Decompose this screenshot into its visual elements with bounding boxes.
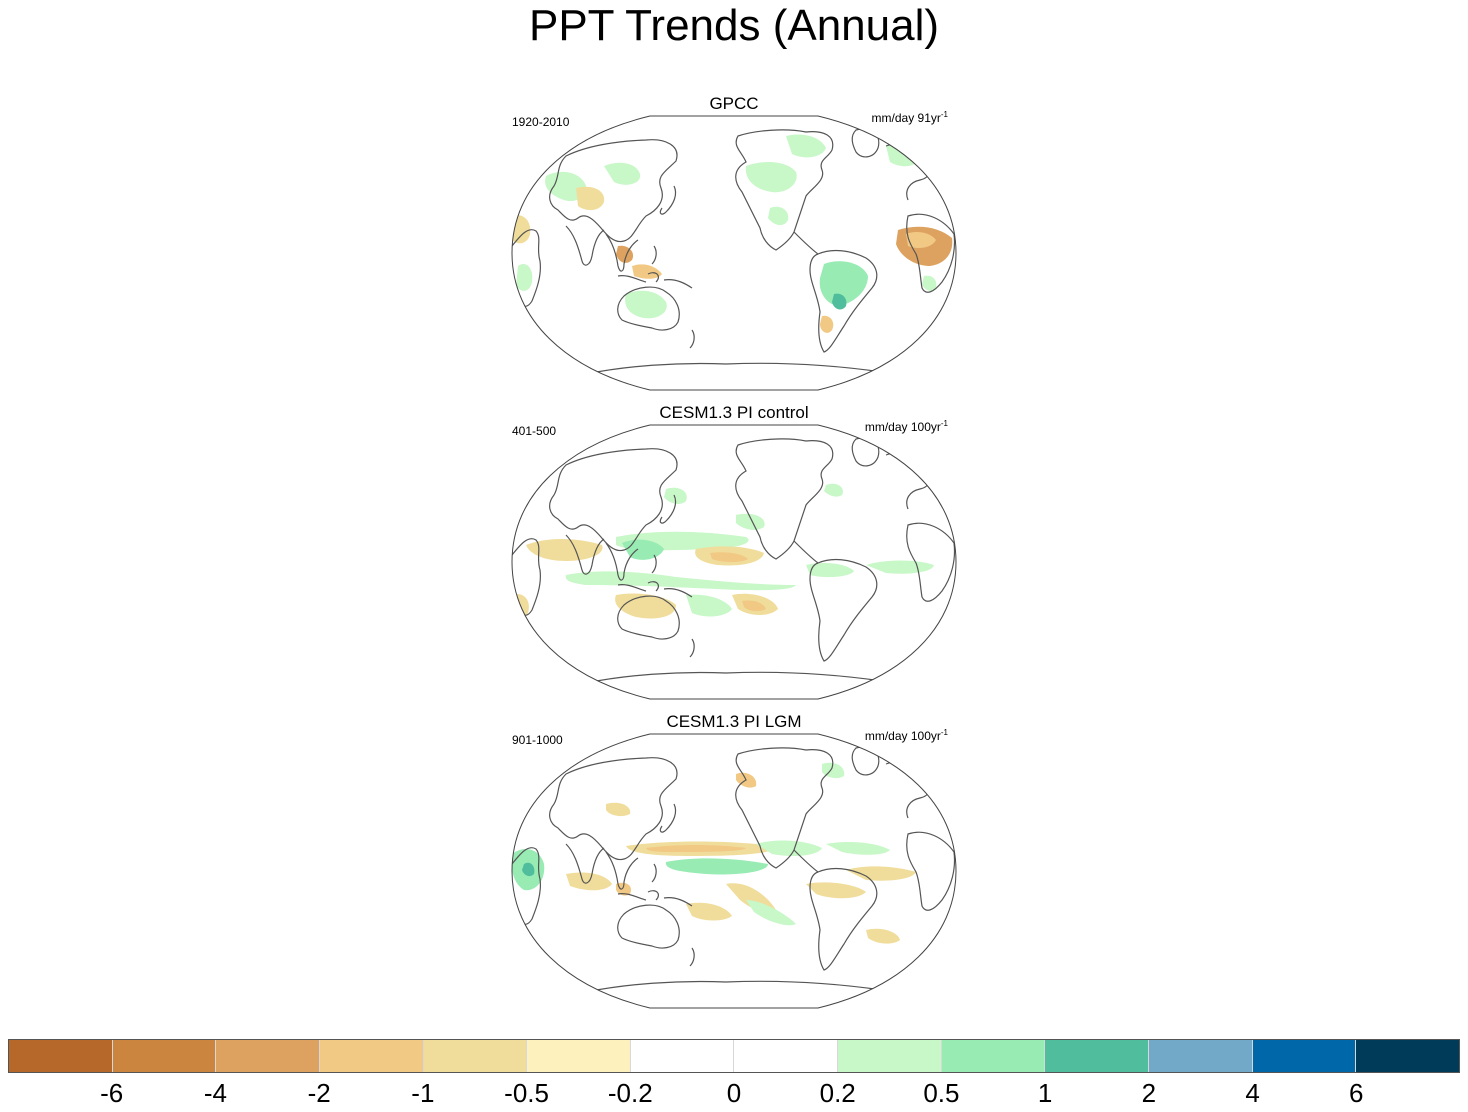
colorbar-swatch: [1252, 1040, 1357, 1072]
colorbar-tick-label: -4: [203, 1078, 227, 1108]
colorbar-swatch: [1045, 1040, 1150, 1072]
colorbar-swatch: [734, 1040, 839, 1072]
colorbar-swatch: [9, 1040, 113, 1072]
colorbar-tick-label: -2: [307, 1078, 331, 1108]
colorbar-swatch: [216, 1040, 320, 1072]
colorbar-swatch: [319, 1040, 424, 1072]
panel-title: CESM1.3 PI control: [659, 403, 809, 422]
colorbar-tick-label: -6: [100, 1078, 124, 1108]
colorbar-swatch: [941, 1040, 1046, 1072]
colorbar-swatch: [112, 1040, 217, 1072]
panel-units: mm/day 91yr-1: [871, 110, 948, 125]
map-panel-pi-control: CESM1.3 PI control 401-500 mm/day 100yr-…: [506, 403, 962, 703]
panel-title: CESM1.3 PI LGM: [666, 712, 802, 731]
panel-title: GPCC: [709, 94, 759, 113]
colorbar-swatch: [527, 1040, 631, 1072]
panel-units: mm/day 100yr-1: [864, 728, 948, 743]
colorbar-labels: -6 -4 -2 -1 -0.5 -0.2 0 0.2 0.5 1 2 4 6: [8, 1078, 1460, 1108]
colorbar-tick-label: 2: [1141, 1078, 1157, 1108]
colorbar-swatch: [423, 1040, 528, 1072]
panel-period: 1920-2010: [512, 115, 570, 129]
colorbar-tick-label: -0.2: [607, 1078, 653, 1108]
colorbar-tick-label: 0.5: [923, 1078, 960, 1108]
colorbar-tick-label: 0: [726, 1078, 742, 1108]
panel-units: mm/day 100yr-1: [864, 419, 948, 434]
colorbar-tick-label: 1: [1037, 1078, 1053, 1108]
panel-period: 401-500: [512, 424, 557, 438]
colorbar-swatch: [1356, 1040, 1459, 1072]
figure-title: PPT Trends (Annual): [528, 1, 940, 50]
colorbar-tick-label: 0.2: [819, 1078, 856, 1108]
colorbar-tick-label: 6: [1349, 1078, 1364, 1108]
colorbar-swatch: [838, 1040, 942, 1072]
colorbar-tick-label: -1: [411, 1078, 435, 1108]
panel-period: 901-1000: [512, 733, 563, 747]
colorbar-tick-label: -0.5: [504, 1078, 549, 1108]
colorbar: [8, 1039, 1460, 1073]
map-panel-gpcc: GPCC 1920-2010 mm/day 91yr-1: [506, 94, 962, 394]
map-panel-pi-lgm: CESM1.3 PI LGM 901-1000 mm/day 100yr-1: [506, 712, 962, 1012]
world-map: [511, 424, 957, 700]
colorbar-swatch: [630, 1040, 735, 1072]
world-map: [511, 115, 957, 391]
world-map: [511, 733, 957, 1009]
colorbar-tick-label: 4: [1245, 1078, 1260, 1108]
colorbar-swatch: [1149, 1040, 1253, 1072]
